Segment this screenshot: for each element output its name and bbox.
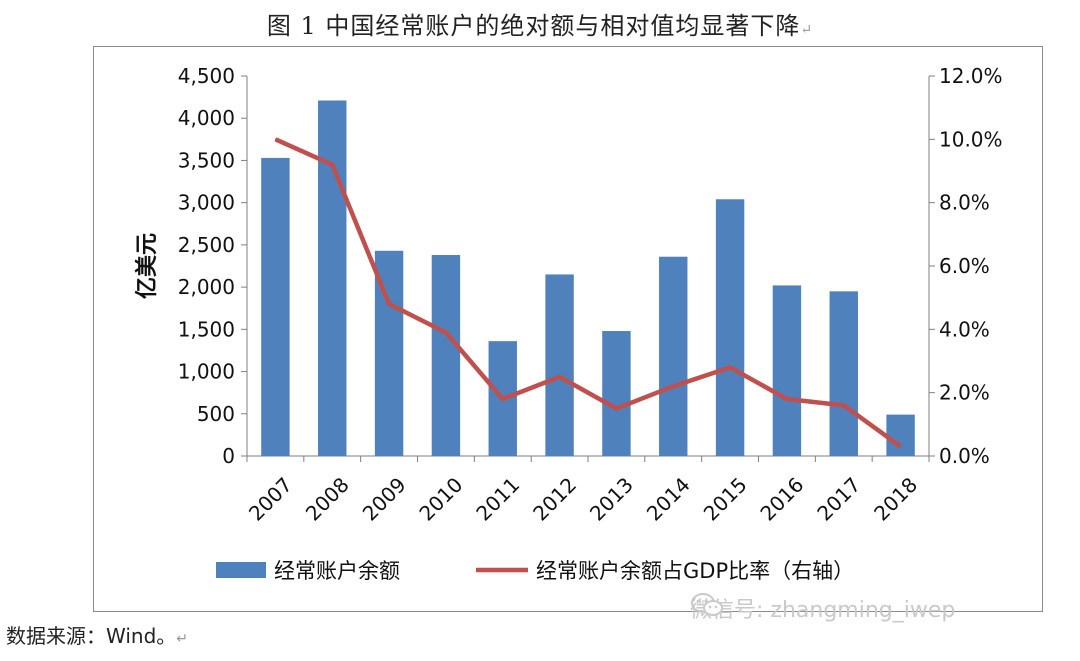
- x-tick-label: 2011: [471, 473, 524, 526]
- chart-frame: [93, 46, 1043, 612]
- ratio-line: [274, 137, 902, 449]
- y2-tick-label: 10.0%: [939, 127, 1003, 151]
- x-tick-label: 2007: [244, 473, 297, 526]
- line-point: [843, 404, 845, 406]
- y-tick-label: 3,000: [178, 191, 235, 215]
- chart-axes: 0 500 1,000 1,500 2,000 2,500 3,000 3,500 4,000 4…: [178, 64, 1003, 526]
- bar: [659, 256, 688, 456]
- x-tick-label: 2016: [755, 473, 808, 526]
- source-note: 数据来源：Wind。↵: [6, 620, 188, 649]
- line-point: [559, 376, 561, 378]
- bar: [886, 414, 915, 456]
- x-tick-label: 2009: [358, 473, 411, 526]
- y-tick-label: 4,000: [178, 106, 235, 130]
- watermark: 微信号: zhangming_iwep: [690, 592, 955, 624]
- y-tick-label: 1,000: [178, 360, 235, 384]
- x-tick-label: 2012: [528, 473, 581, 526]
- x-tick-label: 2008: [301, 473, 354, 526]
- line-point: [672, 385, 674, 387]
- y2-tick-label: 8.0%: [939, 191, 990, 215]
- y-tick-label: 500: [197, 402, 235, 426]
- line-point: [331, 164, 333, 166]
- line-point: [786, 398, 788, 400]
- y2-tick-label: 4.0%: [939, 317, 990, 341]
- y-tick-label: 2,500: [178, 233, 235, 257]
- x-tick-label: 2014: [642, 473, 695, 526]
- source-text: 数据来源：Wind。: [6, 624, 177, 648]
- y-tick-label: 3,500: [178, 148, 235, 172]
- x-tick-label: 2017: [812, 473, 865, 526]
- x-tick-label: 2018: [869, 473, 922, 526]
- y2-tick-label: 0.0%: [939, 444, 990, 468]
- line-point: [445, 332, 447, 333]
- bar: [715, 199, 745, 457]
- line-series: [274, 137, 902, 449]
- bar: [545, 274, 574, 456]
- bar: [261, 157, 290, 456]
- chart-title-text: 图 1 中国经常账户的绝对额与相对值均显著下降: [266, 12, 801, 40]
- wechat-icon: [691, 593, 723, 616]
- line-point: [900, 446, 902, 447]
- bar: [431, 255, 461, 456]
- y-tick-label: 1,500: [178, 317, 235, 341]
- paragraph-mark: ↵: [800, 22, 814, 38]
- paragraph-mark: ↵: [176, 631, 188, 647]
- line-point: [388, 303, 390, 305]
- y-tick-label: 2,000: [178, 275, 235, 299]
- line-point: [615, 408, 617, 409]
- watermark-text: 微信号: zhangming_iwep: [690, 598, 956, 623]
- x-tick-label: 2015: [699, 473, 752, 526]
- bar: [772, 285, 802, 456]
- x-tick-label: 2013: [585, 473, 638, 526]
- legend-bar-label: 经常账户余额: [274, 559, 400, 583]
- y-tick-label: 4,500: [178, 64, 235, 88]
- line-point: [502, 398, 504, 400]
- y2-tick-label: 2.0%: [939, 381, 990, 405]
- chart-legend: 经常账户余额 经常账户余额占GDP比率（右轴）: [216, 559, 854, 583]
- bar: [602, 331, 631, 456]
- line-point: [729, 366, 731, 368]
- y2-tick-label: 6.0%: [939, 254, 990, 278]
- y-axis-label: 亿美元: [134, 233, 160, 299]
- x-tick-label: 2010: [414, 473, 467, 526]
- y2-tick-label: 12.0%: [939, 64, 1003, 88]
- chart-title: 图 1 中国经常账户的绝对额与相对值均显著下降↵: [0, 6, 1080, 41]
- legend-bar-swatch: [216, 562, 266, 578]
- bar: [318, 100, 347, 456]
- bar: [829, 291, 858, 456]
- y-tick-label: 0: [222, 444, 235, 468]
- line-point: [274, 138, 276, 140]
- legend-line-label: 经常账户余额占GDP比率（右轴）: [536, 559, 854, 583]
